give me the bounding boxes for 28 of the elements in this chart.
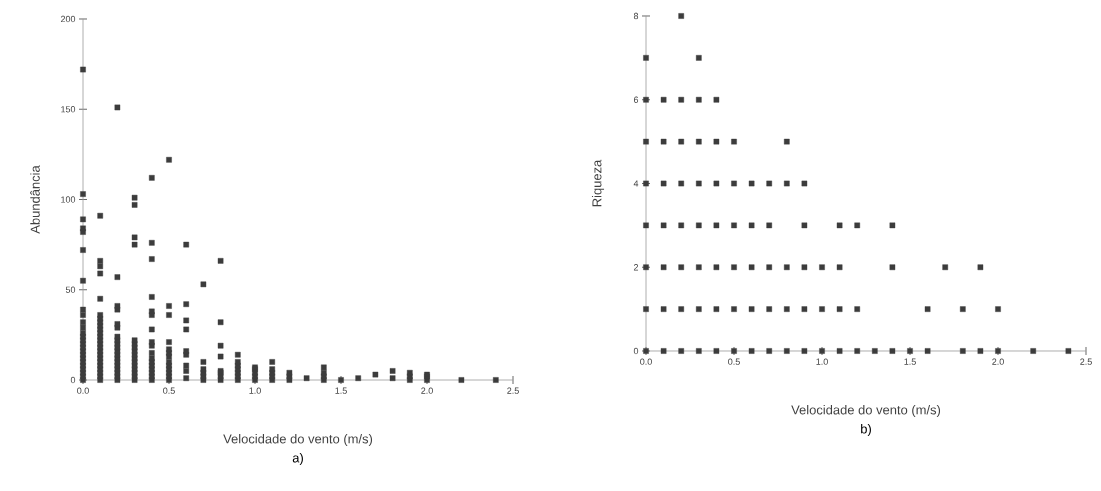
text: a)	[292, 452, 303, 466]
y-tick-label: 150	[61, 106, 76, 113]
x-tick-label: 2.5	[507, 387, 519, 394]
y-tick-label: 0	[633, 347, 639, 355]
y-axis-title: Riqueza	[591, 159, 605, 207]
y-tick-label: 8	[633, 12, 639, 20]
x-tick-label: 0.5	[163, 387, 175, 394]
y-tick-label: 50	[65, 286, 76, 293]
text: b)	[861, 423, 871, 437]
y-tick-label: 0	[70, 376, 76, 384]
x-axis-title: Velocidade do vento (m/s)	[791, 404, 941, 418]
y-tick-label: 4	[633, 180, 639, 187]
x-tick-label: 1.5	[335, 387, 347, 394]
y-tick-label: 100	[61, 196, 76, 203]
y-axis-title: Abundância	[30, 165, 40, 234]
x-tick-label: 2.5	[1080, 358, 1092, 365]
y-tick-label: 6	[633, 96, 639, 103]
x-tick-label: 0.0	[640, 358, 652, 365]
y-tick-label: 200	[60, 15, 76, 23]
x-tick-label: 2.0	[992, 358, 1004, 365]
x-tick-label: 0.0	[77, 387, 89, 394]
x-axis-title: Velocidade do vento (m/s)	[223, 433, 373, 447]
x-tick-label: 0.5	[728, 358, 740, 365]
x-tick-label: 1.0	[249, 387, 261, 394]
x-tick-label: 1.0	[816, 358, 828, 365]
x-tick-label: 1.5	[904, 358, 916, 365]
y-tick-label: 2	[633, 264, 639, 271]
x-tick-label: 2.0	[421, 387, 433, 394]
